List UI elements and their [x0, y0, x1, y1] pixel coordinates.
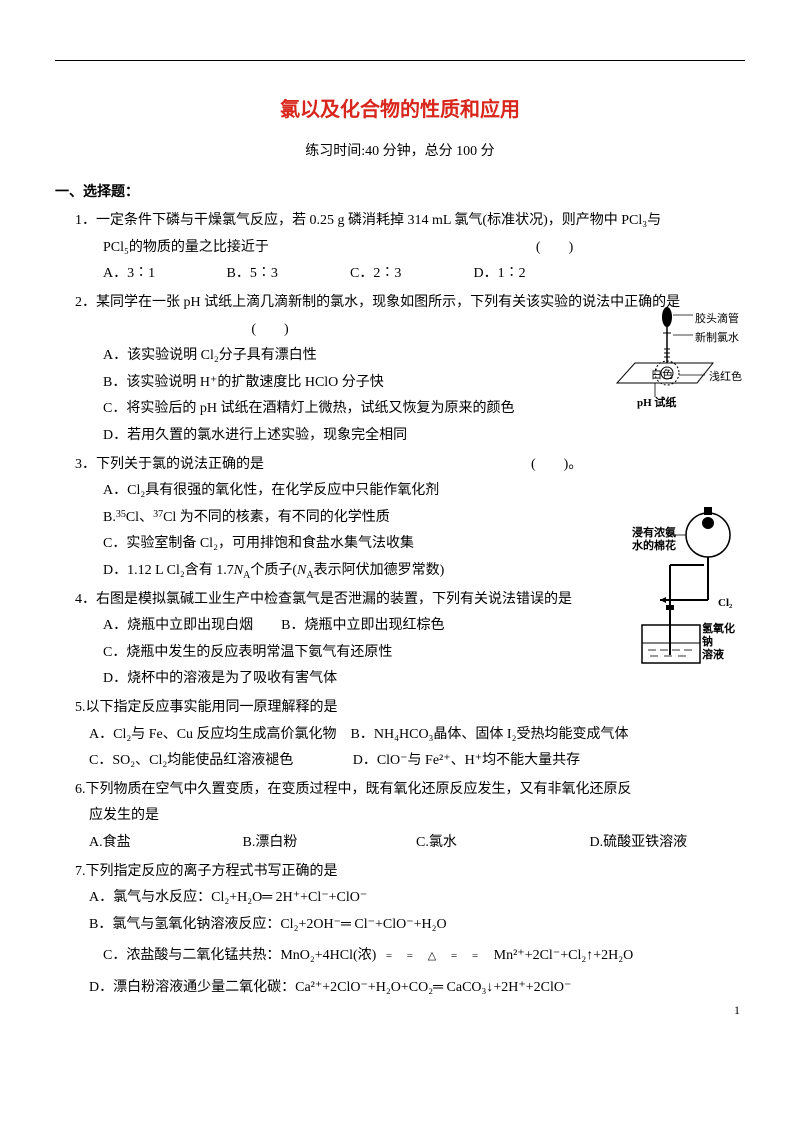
q1-options: A．3∶1 B．5∶3 C．2∶3 D．1∶2	[55, 261, 745, 288]
q7-opt-b: B．氯气与氢氧化钠溶液反应：Cl₂+2OH⁻═ Cl⁻+ClO⁻+H₂O	[55, 912, 745, 939]
page-number: 1	[734, 999, 740, 1022]
fig2-label-cotton1: 浸有浓氨	[632, 527, 676, 539]
question-6: 6.下列物质在空气中久置变质，在变质过程中，既有氧化还原反应发生，又有非氧化还原…	[55, 777, 745, 857]
q1-opt-a: A．3∶1	[103, 261, 223, 288]
q7-opt-c: C．浓盐酸与二氧化锰共热：MnO₂+4HCl(浓) = = △ = = Mn²⁺…	[55, 938, 745, 974]
q1-opt-c: C．2∶3	[350, 261, 470, 288]
fig1-label-phpaper: pH 试纸	[637, 393, 676, 414]
q6-stem1: 6.下列物质在空气中久置变质，在变质过程中，既有氧化还原反应发生，又有非氧化还原…	[55, 777, 745, 804]
q3-opt-a: A．Cl₂具有很强的氧化性，在化学反应中只能作氧化剂	[55, 478, 745, 505]
page-subtitle: 练习时间:40 分钟，总分 100 分	[55, 139, 745, 166]
q1-opt-d: D．1∶2	[474, 261, 594, 288]
q1-stem-line2: PCl₅的物质的量之比接近于 ( )	[55, 235, 745, 262]
question-7: 7.下列指定反应的离子方程式书写正确的是 A．氯气与水反应：Cl₂+H₂O═ 2…	[55, 859, 745, 1002]
fig1-label-lightred: 浅红色	[709, 367, 742, 388]
fig1-label-chlorine: 新制氯水	[695, 328, 739, 349]
section-heading: 一、选择题：	[55, 180, 745, 207]
page-title: 氯以及化合物的性质和应用	[55, 91, 745, 129]
q7-stem: 7.下列指定反应的离子方程式书写正确的是	[55, 859, 745, 886]
q7-opt-a: A．氯气与水反应：Cl₂+H₂O═ 2H⁺+Cl⁻+ClO⁻	[55, 885, 745, 912]
q3-stem: 3．下列关于氯的说法正确的是 ( )。	[55, 452, 745, 479]
q6-stem2: 应发生的是	[55, 803, 745, 830]
fig2-label-cl2: Cl₂	[718, 593, 732, 614]
fig1-label-white: 白色	[651, 365, 673, 386]
fig2-label-naoh1: 氢氧化钠	[702, 623, 735, 648]
top-rule	[55, 60, 745, 61]
q1-opt-b: B．5∶3	[227, 261, 347, 288]
figure-chlor-alkali: 浸有浓氨 水的棉花 Cl₂ 氢氧化钠 溶液	[630, 505, 745, 683]
answer-blank: ( )	[536, 240, 573, 255]
q1-stem-line1: 1．一定条件下磷与干燥氯气反应，若 0.25 g 磷消耗掉 314 mL 氯气(…	[55, 208, 745, 235]
q5-opt-cd: C．SO₂、Cl₂均能使品红溶液褪色 D．ClO⁻与 Fe²⁺、H⁺均不能大量共…	[55, 748, 745, 775]
q6-options: A.食盐 B.漂白粉 C.氯水 D.硫酸亚铁溶液	[55, 830, 745, 857]
fig2-label-naoh2: 溶液	[702, 649, 724, 661]
q5-opt-ab: A．Cl₂与 Fe、Cu 反应均生成高价氯化物 B．NH₄HCO₃晶体、固体 I…	[55, 722, 745, 749]
fig2-label-cotton2: 水的棉花	[632, 540, 676, 552]
q5-stem: 5.以下指定反应事实能用同一原理解释的是	[55, 695, 745, 722]
question-1: 1．一定条件下磷与干燥氯气反应，若 0.25 g 磷消耗掉 314 mL 氯气(…	[55, 208, 745, 288]
q6-opt-c: C.氯水	[416, 830, 586, 857]
q7-opt-d: D．漂白粉溶液通少量二氧化碳：Ca²⁺+2ClO⁻+H₂O+CO₂═ CaCO₃…	[55, 975, 745, 1002]
q6-opt-a: A.食盐	[89, 830, 239, 857]
figure-ph-paper: 胶头滴管 新制氯水 白色 浅红色 pH 试纸	[605, 305, 745, 433]
q6-opt-b: B.漂白粉	[243, 830, 413, 857]
q6-opt-d: D.硫酸亚铁溶液	[590, 830, 688, 857]
question-5: 5.以下指定反应事实能用同一原理解释的是 A．Cl₂与 Fe、Cu 反应均生成高…	[55, 695, 745, 775]
answer-blank: ( )。	[531, 457, 582, 472]
fig1-label-dropper: 胶头滴管	[695, 309, 739, 330]
